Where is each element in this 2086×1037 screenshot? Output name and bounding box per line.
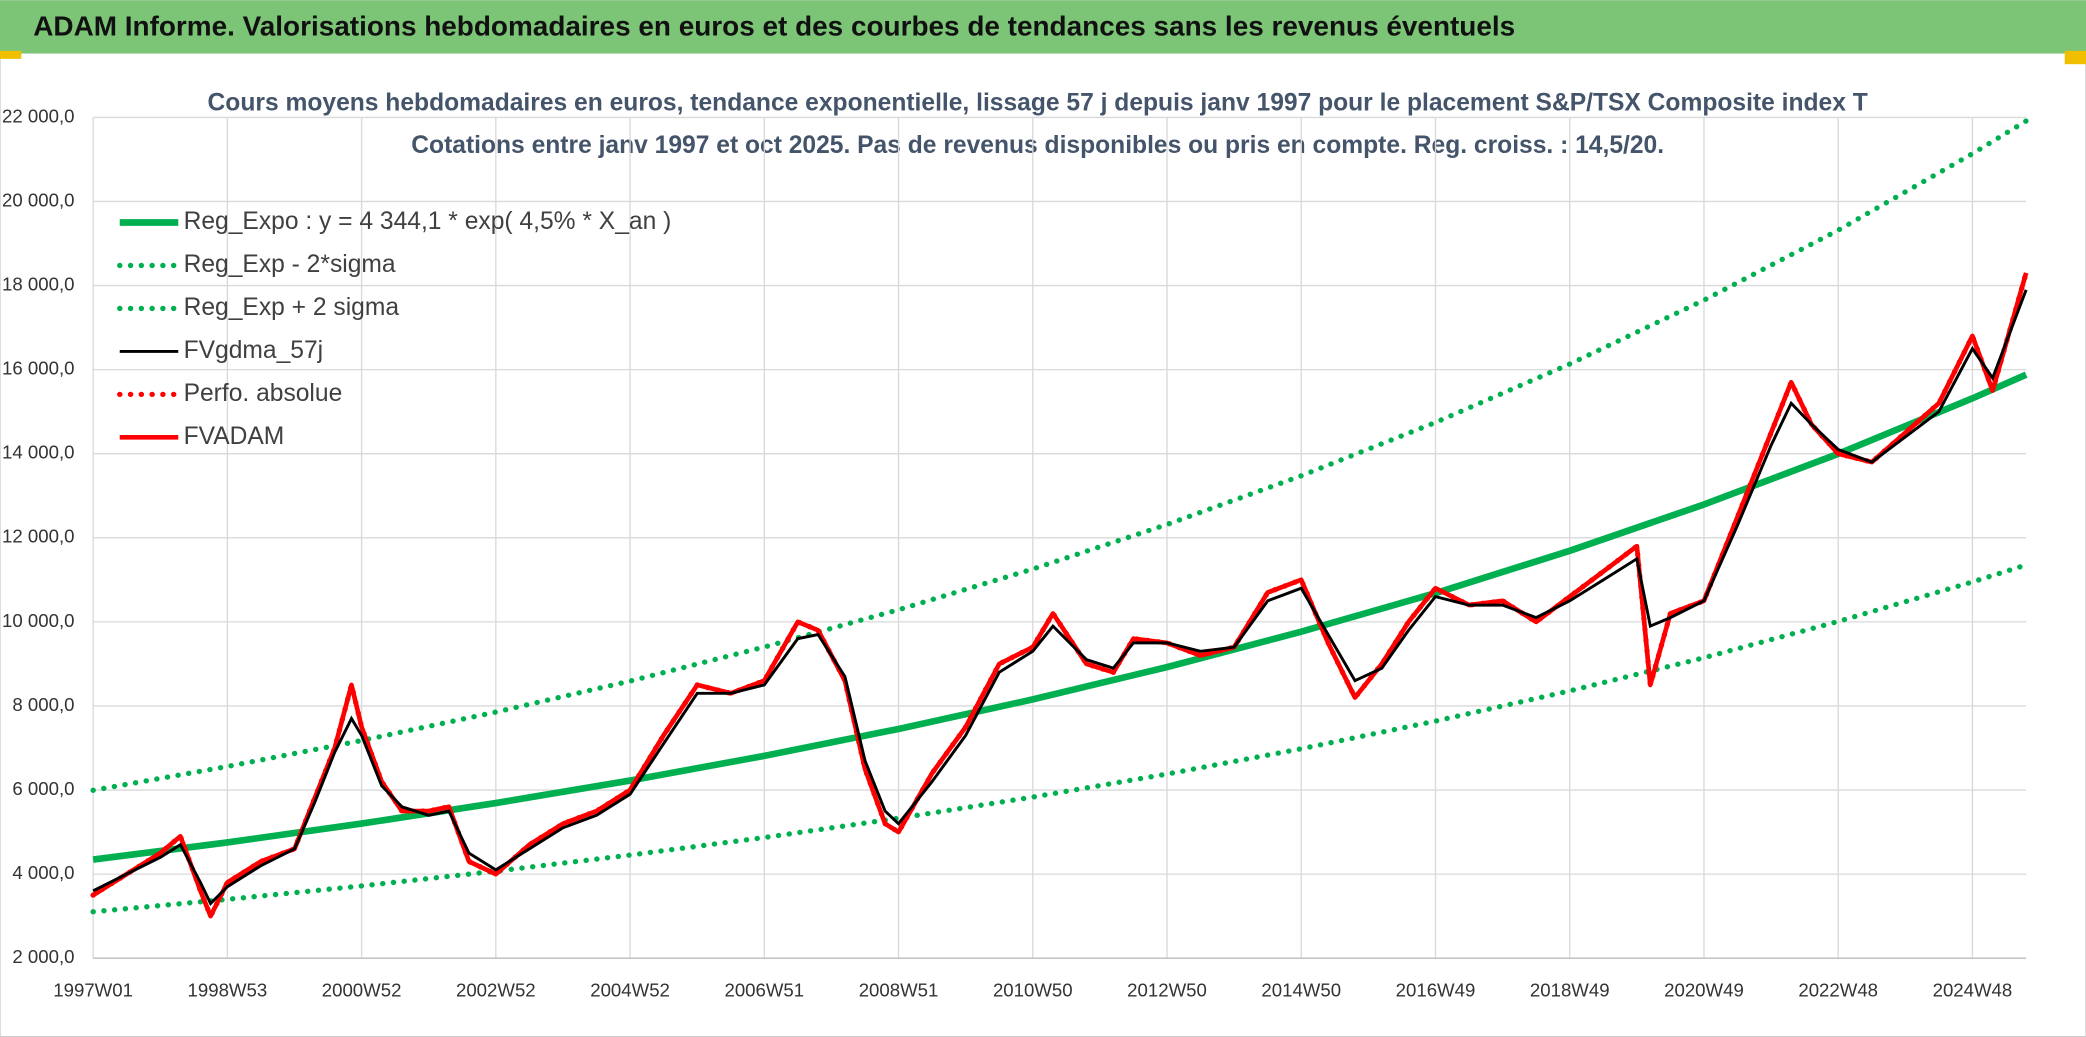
- y-tick-label: 6 000,0: [12, 778, 74, 799]
- legend-label: Reg_Expo : y = 4 344,1 * exp( 4,5% * X_a…: [184, 208, 672, 235]
- x-tick-label: 2000W52: [322, 979, 402, 1000]
- chart-title: Cours moyens hebdomadaires en euros, ten…: [208, 90, 1868, 117]
- x-tick-label: 2020W49: [1664, 979, 1744, 1000]
- x-tick-label: 2018W49: [1530, 979, 1610, 1000]
- y-tick-label: 4 000,0: [12, 862, 74, 883]
- legend-label: Reg_Exp - 2*sigma: [184, 251, 396, 278]
- y-tick-label: 14 000,0: [2, 442, 74, 463]
- series-line: [91, 272, 2029, 919]
- legend-label: Reg_Exp + 2 sigma: [184, 294, 400, 321]
- x-tick-label: 2008W51: [859, 979, 939, 1000]
- y-tick-label: 10 000,0: [2, 610, 74, 631]
- legend-label: Perfo. absolue: [184, 380, 343, 407]
- corner: [0, 50, 22, 59]
- x-tick-label: 2012W50: [1127, 979, 1207, 1000]
- header-bar: [0, 0, 2086, 54]
- x-tick-label: 2014W50: [1261, 979, 1341, 1000]
- series-line: [90, 562, 2029, 915]
- y-tick-label: 22 000,0: [2, 105, 74, 126]
- x-tick-label: 2002W52: [456, 979, 536, 1000]
- chart-subtitle: Cotations entre janv 1997 et oct 2025. P…: [411, 132, 1664, 159]
- y-tick-label: 8 000,0: [12, 694, 74, 715]
- y-tick-label: 12 000,0: [2, 526, 74, 547]
- y-tick-label: 2 000,0: [12, 946, 74, 967]
- x-tick-label: 2006W51: [724, 979, 804, 1000]
- legend-label: FVADAM: [184, 423, 285, 450]
- x-tick-label: 2010W50: [993, 979, 1073, 1000]
- x-tick-label: 2022W48: [1798, 979, 1878, 1000]
- x-tick-label: 2004W52: [590, 979, 670, 1000]
- x-tick-label: 1997W01: [53, 979, 133, 1000]
- y-tick-label: 18 000,0: [2, 273, 74, 294]
- legend-label: FVgdma_57j: [184, 337, 324, 364]
- y-tick-label: 20 000,0: [2, 189, 74, 210]
- corner: [2064, 50, 2086, 65]
- x-tick-label: 2016W49: [1396, 979, 1476, 1000]
- x-tick-label: 1998W53: [188, 979, 268, 1000]
- series-line: [92, 289, 2028, 906]
- series-line: [90, 118, 2029, 793]
- header: ADAM Informe. Valorisations hebdomadaire…: [33, 11, 1515, 42]
- y-tick-label: 16 000,0: [2, 358, 74, 379]
- x-tick-label: 2024W48: [1933, 979, 2013, 1000]
